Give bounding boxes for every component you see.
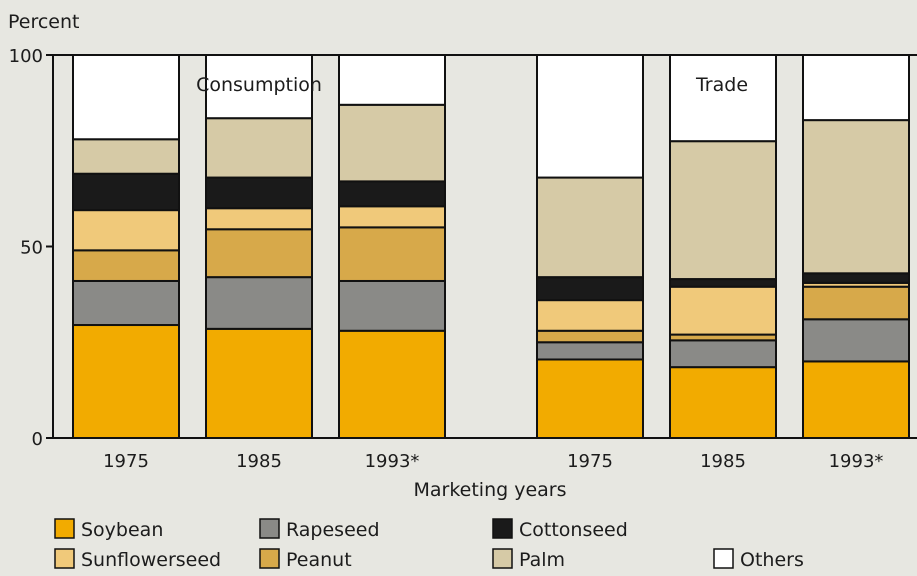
bar-segment-cottonseed-1 <box>72 172 180 212</box>
y-axis-label: Percent <box>8 11 80 33</box>
bar-segment-others-4 <box>536 54 644 179</box>
bar-segment-sunflowerseed-4 <box>536 299 644 332</box>
bar-segment-soybean-4 <box>536 358 644 439</box>
legend-swatch-rapeseed <box>259 518 280 539</box>
legend-label-palm: Palm <box>519 549 565 571</box>
bar-segment-rapeseed-6 <box>802 318 910 363</box>
bar-segment-soybean-5 <box>669 366 777 439</box>
legend-swatch-cottonseed <box>492 518 513 539</box>
bar-segment-sunflowerseed-1 <box>72 209 180 252</box>
bar-segment-cottonseed-4 <box>536 276 644 302</box>
x-axis-label: Marketing years <box>413 479 566 501</box>
bar-segment-others-6 <box>802 54 910 122</box>
bar-segment-others-3 <box>338 54 446 106</box>
bar-segment-peanut-6 <box>802 285 910 321</box>
bar-segment-sunflowerseed-2 <box>205 207 313 231</box>
text-layer: Percent Marketing years Consumption Trad… <box>8 11 883 501</box>
x-tick-label-6: 1993* <box>829 451 884 472</box>
bar-segment-others-2 <box>205 54 313 120</box>
bar-segment-peanut-2 <box>205 228 313 279</box>
x-tick-label-1: 1975 <box>103 451 149 472</box>
bar-segment-palm-2 <box>205 117 313 179</box>
x-tick-label-4: 1975 <box>567 451 613 472</box>
bar-segment-palm-1 <box>72 138 180 175</box>
bar-segment-rapeseed-3 <box>338 279 446 332</box>
bar-segment-sunflowerseed-5 <box>669 285 777 336</box>
bar-segment-palm-6 <box>802 119 910 275</box>
legend-swatch-palm <box>492 548 513 569</box>
bar-segment-others-5 <box>669 54 777 143</box>
bar-segment-rapeseed-1 <box>72 279 180 327</box>
bar-segment-cottonseed-5 <box>669 278 777 288</box>
bar-segment-rapeseed-4 <box>536 341 644 361</box>
bar-segment-peanut-3 <box>338 226 446 282</box>
legend-label-soybean: Soybean <box>81 519 163 541</box>
legend-label-cottonseed: Cottonseed <box>519 519 628 541</box>
x-tick-label-5: 1985 <box>700 451 746 472</box>
y-tick-label-0: 0 <box>32 429 43 450</box>
panel-label-consumption: Consumption <box>196 74 322 96</box>
panel-label-trade: Trade <box>695 74 748 96</box>
legend: Soybean Rapeseed Cottonseed Sunflowerseed Pe… <box>54 518 804 571</box>
bar-segment-peanut-1 <box>72 249 180 282</box>
bar-segment-palm-4 <box>536 176 644 279</box>
bar-segment-palm-5 <box>669 140 777 281</box>
y-tick-label-100: 100 <box>9 46 43 67</box>
bar-segment-soybean-2 <box>205 327 313 439</box>
axes-layer <box>46 54 917 439</box>
bar-segment-cottonseed-6 <box>802 272 910 284</box>
bar-segment-peanut-4 <box>536 329 644 344</box>
bar-segment-others-1 <box>72 54 180 141</box>
legend-swatch-sunflowerseed <box>54 548 75 569</box>
bar-segment-rapeseed-2 <box>205 276 313 330</box>
legend-swatch-others <box>713 548 734 569</box>
bar-segment-soybean-6 <box>802 360 910 439</box>
bar-segment-soybean-3 <box>338 329 446 440</box>
legend-label-rapeseed: Rapeseed <box>286 519 380 541</box>
bars-layer <box>72 54 910 440</box>
x-tick-label-3: 1993* <box>365 451 420 472</box>
x-tick-label-2: 1985 <box>236 451 282 472</box>
bar-segment-cottonseed-3 <box>338 180 446 208</box>
bar-segment-soybean-1 <box>72 324 180 440</box>
bar-segment-cottonseed-2 <box>205 176 313 210</box>
legend-swatch-soybean <box>54 518 75 539</box>
bar-segment-sunflowerseed-3 <box>338 205 446 229</box>
y-tick-label-50: 50 <box>20 238 43 259</box>
legend-label-sunflowerseed: Sunflowerseed <box>81 549 221 571</box>
legend-swatch-peanut <box>259 548 280 569</box>
legend-label-others: Others <box>740 549 804 571</box>
bar-segment-rapeseed-5 <box>669 339 777 369</box>
bar-segment-palm-3 <box>338 103 446 183</box>
legend-label-peanut: Peanut <box>286 549 352 571</box>
